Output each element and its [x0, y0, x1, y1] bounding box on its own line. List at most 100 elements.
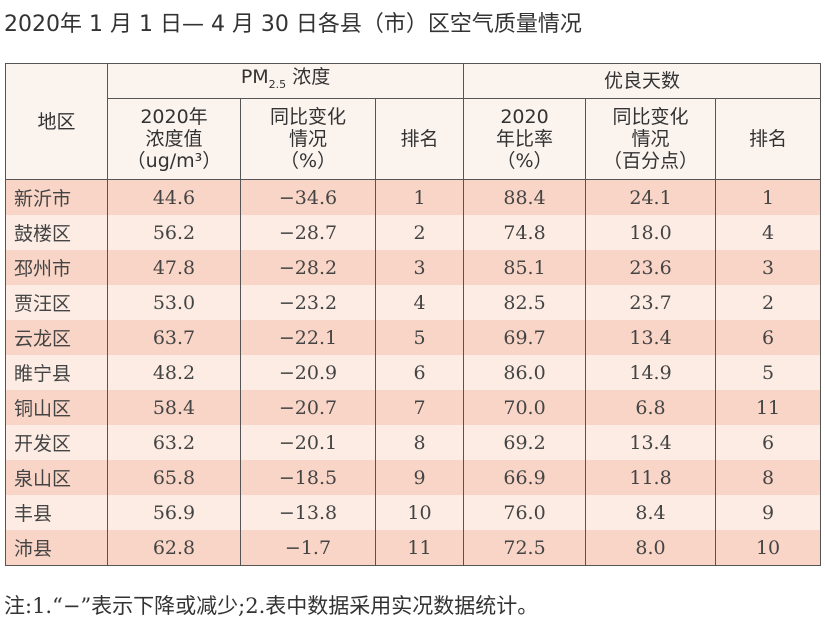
- cell: 4: [374, 285, 465, 320]
- cell: 58.4: [107, 390, 241, 425]
- cell: 3: [715, 250, 822, 285]
- cell: 10: [374, 495, 465, 530]
- cell: −34.6: [240, 179, 376, 215]
- page-title: 2020年 1 月 1 日— 4 月 30 日各县（市）区空气质量情况: [4, 12, 582, 37]
- cell: 48.2: [107, 355, 241, 390]
- cell: 76.0: [463, 495, 587, 530]
- cell: 3: [374, 250, 465, 285]
- column-header: 2020 年比率 （%）: [463, 98, 587, 180]
- header-line: 排名: [749, 128, 788, 150]
- cell: 6: [715, 425, 822, 460]
- cell: −18.5: [240, 460, 376, 495]
- cell: 82.5: [463, 285, 587, 320]
- header-line: 同比变化: [269, 106, 346, 128]
- area-name: 沛县: [5, 530, 108, 566]
- cell: 10: [715, 530, 822, 566]
- cell: −28.2: [240, 250, 376, 285]
- table-row: 开发区 63.2 −20.1 8 69.2 13.4 6: [5, 425, 822, 460]
- header-pm25: PM2.5 浓度: [106, 63, 465, 99]
- table-row: 丰县 56.9 −13.8 10 76.0 8.4 9: [5, 495, 822, 530]
- cell: 88.4: [463, 179, 587, 215]
- area-name: 丰县: [5, 495, 108, 530]
- cell: 1: [374, 179, 465, 215]
- cell: 5: [374, 320, 465, 355]
- header-line: 同比变化: [612, 106, 689, 128]
- cell: 53.0: [107, 285, 241, 320]
- cell: −23.2: [240, 285, 376, 320]
- cell: −1.7: [240, 530, 376, 566]
- area-name: 贾汪区: [5, 285, 108, 320]
- cell: 8.0: [585, 530, 717, 566]
- column-header: 同比变化 情况 （%）: [240, 98, 376, 180]
- cell: 74.8: [463, 215, 587, 250]
- cell: 9: [715, 495, 822, 530]
- cell: 8: [715, 460, 822, 495]
- header-line: 排名: [400, 128, 439, 150]
- area-name: 泉山区: [5, 460, 108, 495]
- cell: −28.7: [240, 215, 376, 250]
- cell: 8.4: [585, 495, 717, 530]
- cell: 1: [715, 179, 822, 215]
- cell: −22.1: [240, 320, 376, 355]
- cell: 24.1: [585, 179, 717, 215]
- cell: −20.9: [240, 355, 376, 390]
- column-header: 同比变化 情况 （百分点）: [585, 98, 717, 180]
- cell: 63.2: [107, 425, 241, 460]
- cell: 65.8: [107, 460, 241, 495]
- cell: 2: [715, 285, 822, 320]
- header-line: 2020: [500, 106, 549, 128]
- table-row: 邳州市 47.8 −28.2 3 85.1 23.6 3: [5, 250, 822, 285]
- table-row: 铜山区 58.4 −20.7 7 70.0 6.8 11: [5, 390, 822, 425]
- column-header: 排名: [374, 98, 465, 180]
- cell: −20.7: [240, 390, 376, 425]
- footnote: 注:1.“−”表示下降或减少;2.表中数据采用实况数据统计。: [4, 594, 539, 618]
- air-quality-table: 地区 PM2.5 浓度 优良天数 2020年 浓度值 （ug/m³） 同比变化 情况 （%…: [5, 63, 822, 566]
- cell: 86.0: [463, 355, 587, 390]
- cell: 47.8: [107, 250, 241, 285]
- area-name: 睢宁县: [5, 355, 108, 390]
- header-line: （%）: [496, 150, 553, 172]
- cell: 23.7: [585, 285, 717, 320]
- header-line: （ug/m³）: [126, 150, 222, 172]
- cell: −13.8: [240, 495, 376, 530]
- header-line: 年比率: [496, 128, 554, 150]
- cell: 9: [374, 460, 465, 495]
- header-line: 浓度值: [145, 128, 203, 150]
- cell: 23.6: [585, 250, 717, 285]
- cell: 2: [374, 215, 465, 250]
- cell: 66.9: [463, 460, 587, 495]
- cell: 14.9: [585, 355, 717, 390]
- area-name: 开发区: [5, 425, 108, 460]
- table-row: 沛县 62.8 −1.7 11 72.5 8.0 10: [5, 530, 822, 566]
- cell: 6: [715, 320, 822, 355]
- cell: 5: [715, 355, 822, 390]
- cell: 11: [715, 390, 822, 425]
- header-line: （%）: [279, 150, 337, 172]
- cell: 85.1: [463, 250, 587, 285]
- header-area: 地区: [5, 63, 108, 180]
- table-row: 新沂市 44.6 −34.6 1 88.4 24.1 1: [5, 179, 822, 215]
- cell: 62.8: [107, 530, 241, 566]
- cell: 18.0: [585, 215, 717, 250]
- cell: 11.8: [585, 460, 717, 495]
- cell: 72.5: [463, 530, 587, 566]
- cell: 8: [374, 425, 465, 460]
- cell: −20.1: [240, 425, 376, 460]
- cell: 44.6: [107, 179, 241, 215]
- cell: 6: [374, 355, 465, 390]
- area-name: 新沂市: [5, 179, 108, 215]
- cell: 6.8: [585, 390, 717, 425]
- column-header: 2020年 浓度值 （ug/m³）: [107, 98, 241, 180]
- header-line: （百分点）: [603, 150, 699, 172]
- cell: 13.4: [585, 320, 717, 355]
- table-row: 睢宁县 48.2 −20.9 6 86.0 14.9 5: [5, 355, 822, 390]
- cell: 69.7: [463, 320, 587, 355]
- cell: 7: [374, 390, 465, 425]
- table-row: 鼓楼区 56.2 −28.7 2 74.8 18.0 4: [5, 215, 822, 250]
- cell: 4: [715, 215, 822, 250]
- area-name: 铜山区: [5, 390, 108, 425]
- table-row: 云龙区 63.7 −22.1 5 69.7 13.4 6: [5, 320, 822, 355]
- header-good-days: 优良天数: [463, 63, 822, 99]
- header-line: 情况: [631, 128, 670, 150]
- area-name: 云龙区: [5, 320, 108, 355]
